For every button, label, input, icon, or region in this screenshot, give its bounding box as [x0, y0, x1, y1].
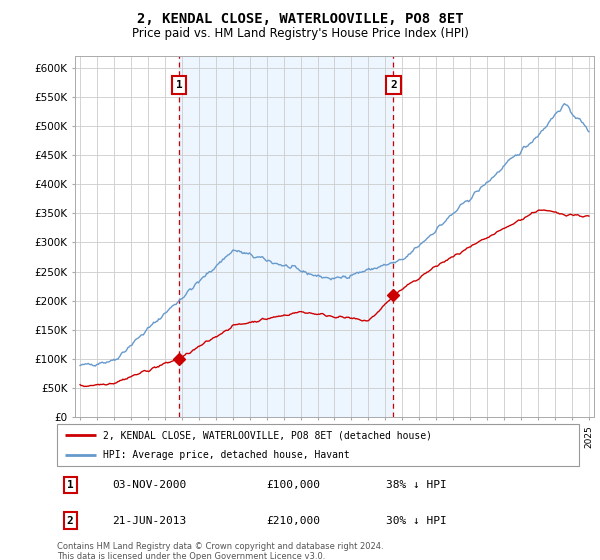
Text: Price paid vs. HM Land Registry's House Price Index (HPI): Price paid vs. HM Land Registry's House … — [131, 27, 469, 40]
Text: 21-JUN-2013: 21-JUN-2013 — [112, 516, 186, 525]
FancyBboxPatch shape — [57, 424, 579, 466]
Text: 03-NOV-2000: 03-NOV-2000 — [112, 480, 186, 490]
Text: 2, KENDAL CLOSE, WATERLOOVILLE, PO8 8ET: 2, KENDAL CLOSE, WATERLOOVILLE, PO8 8ET — [137, 12, 463, 26]
Text: 2: 2 — [390, 80, 397, 90]
Text: 2, KENDAL CLOSE, WATERLOOVILLE, PO8 8ET (detached house): 2, KENDAL CLOSE, WATERLOOVILLE, PO8 8ET … — [103, 430, 432, 440]
Bar — [179, 56, 394, 417]
Text: HPI: Average price, detached house, Havant: HPI: Average price, detached house, Hava… — [103, 450, 350, 460]
Text: 2: 2 — [67, 516, 73, 525]
Text: 38% ↓ HPI: 38% ↓ HPI — [386, 480, 446, 490]
Text: £210,000: £210,000 — [266, 516, 320, 525]
Text: Contains HM Land Registry data © Crown copyright and database right 2024.
This d: Contains HM Land Registry data © Crown c… — [57, 542, 383, 560]
Text: 1: 1 — [67, 480, 73, 490]
Text: £100,000: £100,000 — [266, 480, 320, 490]
Text: 30% ↓ HPI: 30% ↓ HPI — [386, 516, 446, 525]
Text: 1: 1 — [176, 80, 182, 90]
